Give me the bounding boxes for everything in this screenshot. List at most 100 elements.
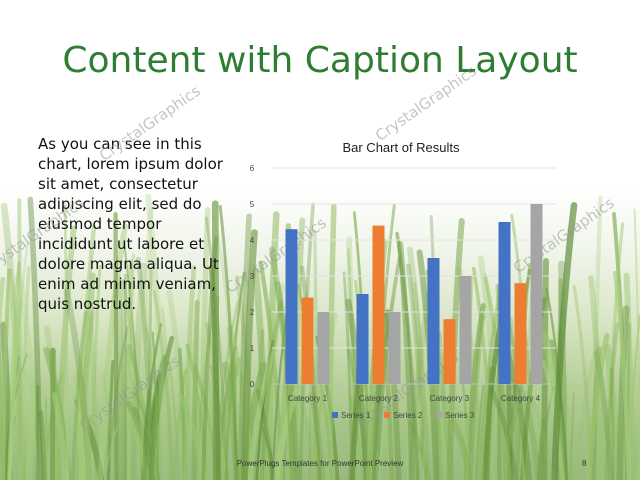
bar-series-1-category-2[interactable] <box>356 294 369 384</box>
grass-blade <box>613 270 632 480</box>
y-tick-label: 2 <box>250 308 255 317</box>
bar-series-2-category-4[interactable] <box>514 283 527 384</box>
grass-blade <box>346 347 370 480</box>
grass-blade <box>241 229 258 480</box>
page-number: 8 <box>582 459 587 468</box>
grass-blade <box>536 417 546 480</box>
grass-blade <box>182 264 197 480</box>
grass-blade <box>475 384 485 480</box>
y-tick-label: 1 <box>250 344 255 353</box>
grass-blade <box>54 225 77 480</box>
grass-blade <box>483 366 495 480</box>
legend-label-series-1: Series 1 <box>341 411 371 420</box>
grass-blade <box>16 377 42 480</box>
grass-blade <box>177 347 187 480</box>
grass-blade <box>298 396 316 480</box>
grass-blade <box>106 360 115 480</box>
bar-series-3-category-1[interactable] <box>317 312 330 384</box>
bar-series-2-category-2[interactable] <box>372 225 385 384</box>
grass-blade <box>604 343 621 480</box>
grass-blade <box>472 266 496 480</box>
grass-blade <box>9 268 25 480</box>
grass-blade <box>63 288 93 480</box>
y-tick-label: 4 <box>250 236 255 245</box>
grass-blade <box>317 373 334 480</box>
grass-blade <box>7 318 21 480</box>
grass-blade <box>527 390 554 480</box>
grass-blade <box>569 392 576 480</box>
bar-series-3-category-3[interactable] <box>459 276 472 384</box>
bar-chart[interactable]: Bar Chart of Results 0 1 2 3 4 5 6 Category 1 C… <box>236 130 576 430</box>
grass-blade <box>125 259 134 480</box>
caption-text[interactable]: As you can see in this chart, lorem ipsu… <box>38 135 223 313</box>
grass-blade <box>121 278 145 480</box>
footer-text: PowerPlugs Templates for PowerPoint Prev… <box>236 459 404 468</box>
grass-blade <box>0 276 6 337</box>
grass-blade <box>574 339 600 480</box>
grass-blade <box>406 246 431 480</box>
grass-blade <box>616 305 630 480</box>
legend-label-series-2: Series 2 <box>393 411 423 420</box>
grass-blade <box>113 211 119 480</box>
grass-blade <box>194 308 216 480</box>
grass-blade <box>127 253 136 480</box>
x-tick-label: Category 1 <box>288 394 328 403</box>
bar-series-1-category-1[interactable] <box>285 229 298 384</box>
grass-blade <box>635 436 640 480</box>
grass-blade <box>273 387 300 480</box>
grass-blade <box>114 281 126 480</box>
grass-blade <box>309 391 325 480</box>
grass-blade <box>51 392 69 480</box>
grass-blade <box>413 281 429 480</box>
grass-blade <box>19 265 31 480</box>
grass-blade <box>50 347 56 480</box>
grass-blade <box>489 387 519 480</box>
grass-blade <box>450 419 474 480</box>
grass-blade <box>136 256 156 480</box>
grass-blade <box>311 398 323 480</box>
grass-blade <box>310 406 324 480</box>
bar-series-1-category-4[interactable] <box>498 222 511 384</box>
x-tick-label: Category 4 <box>501 394 541 403</box>
y-tick-label: 5 <box>250 200 255 209</box>
grass-blade <box>148 335 175 480</box>
grass-blade <box>604 322 620 480</box>
grass-blade <box>167 354 180 480</box>
grass-blade <box>27 196 43 480</box>
grass-blade <box>75 392 85 480</box>
legend-swatch-series-3 <box>436 412 442 418</box>
x-tick-label: Category 2 <box>359 394 399 403</box>
bar-series-1-category-3[interactable] <box>427 258 440 384</box>
grass-blade <box>88 314 99 480</box>
grass-blade <box>120 279 127 480</box>
grass-blade <box>103 422 120 480</box>
grass-blade <box>628 314 640 480</box>
grass-blade <box>16 271 42 480</box>
legend-swatch-series-2 <box>384 412 390 418</box>
grass-blade <box>74 374 92 480</box>
legend-swatch-series-1 <box>332 412 338 418</box>
grass-blade <box>368 309 392 480</box>
grass-blade <box>313 229 319 480</box>
bar-series-2-category-3[interactable] <box>443 319 456 384</box>
grass-blade <box>0 325 6 480</box>
grass-blade <box>160 306 174 480</box>
bar-series-2-category-1[interactable] <box>301 297 314 384</box>
legend-label-series-3: Series 3 <box>445 411 475 420</box>
grass-blade <box>588 275 605 480</box>
bar-series-3-category-4[interactable] <box>530 204 543 384</box>
x-tick-label: Category 3 <box>430 394 470 403</box>
grass-blade <box>623 272 635 480</box>
y-tick-label: 6 <box>250 164 255 173</box>
grass-blade <box>593 350 614 480</box>
bar-series-3-category-2[interactable] <box>388 312 401 384</box>
slide-title[interactable]: Content with Caption Layout <box>62 40 578 81</box>
grass-blade <box>142 388 152 480</box>
grass-blade <box>237 213 252 480</box>
grass-blade <box>382 334 394 480</box>
grass-blade <box>422 380 432 480</box>
grass-blade <box>227 324 255 480</box>
grass-blade <box>63 203 69 480</box>
grass-blade <box>152 290 175 480</box>
